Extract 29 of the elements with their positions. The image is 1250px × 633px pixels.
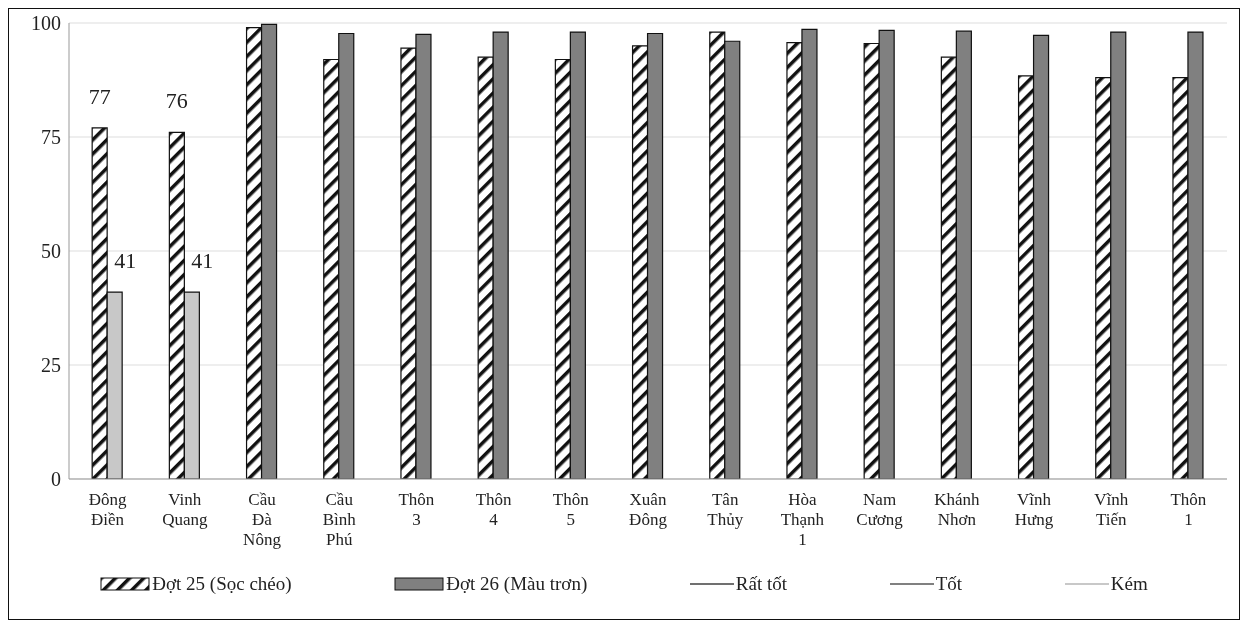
x-tick-label: Thôn 4 <box>475 490 513 529</box>
legend-label: Rất tốt <box>734 573 788 595</box>
x-tick-label: Đông Điền <box>88 490 127 529</box>
y-tick-label: 0 <box>51 468 61 491</box>
x-tick-label: Cầu Đà Nông <box>243 490 282 549</box>
x-tick-label: Khánh Nhơn <box>934 490 980 529</box>
y-tick-label: 50 <box>41 240 61 263</box>
data-label: 41 <box>114 248 137 274</box>
x-tick-label: Thôn 3 <box>398 490 435 529</box>
x-tick-label: Vĩnh Tiến <box>1094 490 1129 529</box>
data-label: 41 <box>191 248 214 274</box>
legend-label: Tốt <box>934 573 963 595</box>
y-tick-label: 75 <box>41 126 61 149</box>
x-tick-label: Thôn 1 <box>1170 490 1207 529</box>
x-tick-label: Thôn 5 <box>552 490 590 529</box>
x-tick-label: Nam Cương <box>856 490 904 529</box>
y-tick-label: 25 <box>41 354 61 377</box>
legend-label: Đợt 26 (Màu trơn) <box>445 573 588 595</box>
x-tick-label: Cầu Bình Phú <box>322 490 357 549</box>
x-tick-label: Vinh Quang <box>162 490 208 529</box>
x-tick-label: Xuân Đông <box>629 490 668 529</box>
data-label: 76 <box>165 88 188 114</box>
x-tick-label: Vĩnh Hưng <box>1014 490 1054 529</box>
y-tick-label: 100 <box>31 12 61 35</box>
data-label: 77 <box>88 83 111 109</box>
legend-label: Kém <box>1109 573 1148 595</box>
x-tick-label: Tân Thủy <box>707 490 744 529</box>
x-tick-label: Hòa Thạnh 1 <box>780 490 825 549</box>
legend-label: Đợt 25 (Sọc chéo) <box>151 573 292 595</box>
